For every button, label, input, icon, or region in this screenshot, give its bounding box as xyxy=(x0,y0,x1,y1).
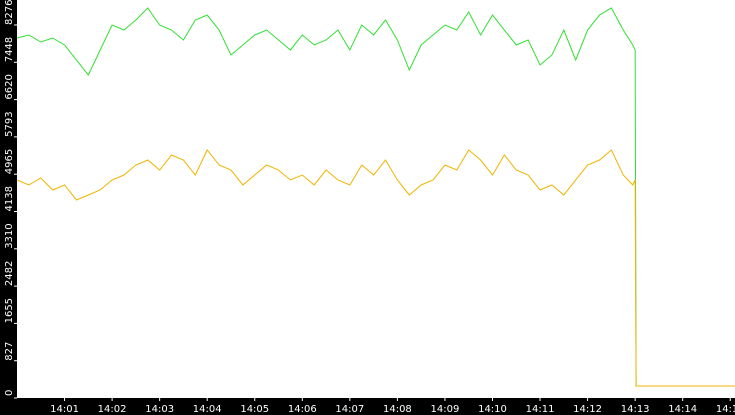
y-tick-label: 5793 xyxy=(4,111,15,136)
y-tick-label: 4138 xyxy=(4,186,15,211)
x-tick-label: 14:09 xyxy=(431,404,460,415)
x-tick-label: 14:11 xyxy=(526,404,555,415)
x-tick-label: 14:05 xyxy=(240,404,269,415)
x-tick-label: 14:10 xyxy=(478,404,507,415)
x-tick-label: 14:13 xyxy=(621,404,650,415)
y-tick-label: 6620 xyxy=(4,74,15,99)
x-axis-band xyxy=(0,398,735,415)
x-tick-label: 14:03 xyxy=(145,404,174,415)
x-tick-label: 14:06 xyxy=(288,404,317,415)
series-line xyxy=(16,7,735,387)
y-tick-label: 4965 xyxy=(4,149,15,174)
y-tick-label: 0 xyxy=(4,390,15,396)
y-tick-label: 1655 xyxy=(4,298,15,323)
series-line xyxy=(16,149,735,387)
x-tick-label: 14:12 xyxy=(573,404,602,415)
y-tick-label: 8276 xyxy=(4,0,15,25)
y-tick-label: 7448 xyxy=(4,37,15,62)
y-tick-label: 827 xyxy=(4,342,15,361)
x-tick-label: 14:01 xyxy=(50,404,79,415)
y-tick-label: 2482 xyxy=(4,261,15,286)
x-tick-label: 14:15 xyxy=(716,404,735,415)
x-tick-label: 14:08 xyxy=(383,404,412,415)
x-tick-label: 14:07 xyxy=(335,404,364,415)
x-tick-label: 14:02 xyxy=(98,404,127,415)
x-tick-label: 14:14 xyxy=(668,404,697,415)
y-axis-band xyxy=(0,0,17,415)
x-tick-label: 14:04 xyxy=(193,404,222,415)
y-tick-label: 3310 xyxy=(4,223,15,248)
